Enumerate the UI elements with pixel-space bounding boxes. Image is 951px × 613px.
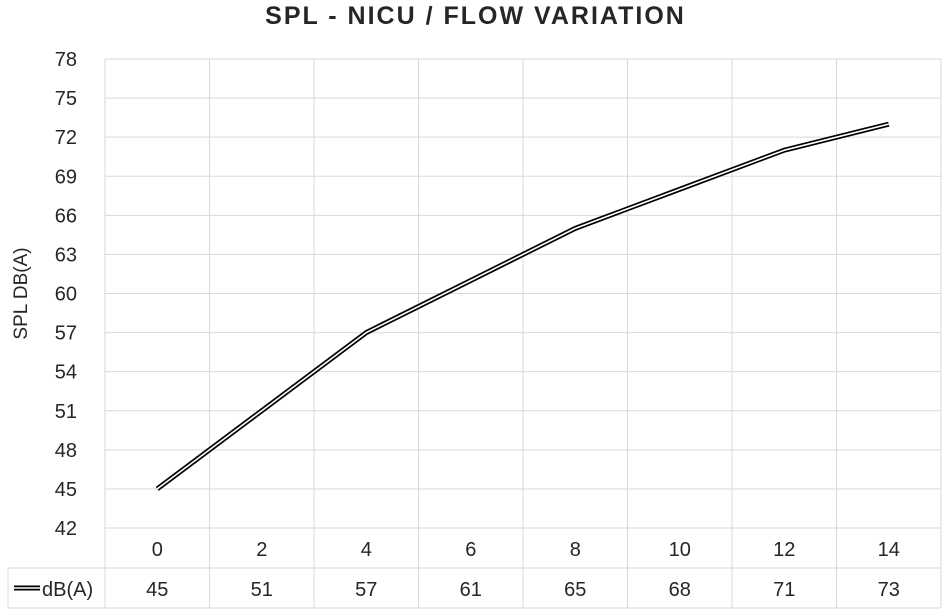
- table-value: 57: [355, 579, 377, 601]
- y-tick-label: 45: [55, 479, 77, 501]
- legend-label: dB(A): [42, 579, 93, 601]
- x-tick-label: 14: [878, 539, 900, 561]
- x-tick-label: 10: [669, 539, 691, 561]
- y-tick-label: 63: [55, 244, 77, 266]
- y-axis-title: SPL DB(A): [11, 247, 32, 339]
- chart-title: SPL - NICU / FLOW VARIATION: [265, 2, 686, 30]
- table-value: 71: [773, 579, 795, 601]
- x-tick-label: 0: [152, 539, 163, 561]
- table-value: 68: [669, 579, 691, 601]
- y-tick-label: 75: [55, 88, 77, 110]
- table-value: 65: [564, 579, 586, 601]
- y-tick-label: 57: [55, 323, 77, 345]
- y-tick-label: 72: [55, 127, 77, 149]
- x-tick-label: 8: [570, 539, 581, 561]
- y-tick-label: 69: [55, 166, 77, 188]
- y-tick-label: 48: [55, 440, 77, 462]
- y-tick-label: 78: [55, 49, 77, 71]
- table-value: 51: [251, 579, 273, 601]
- y-tick-label: 66: [55, 205, 77, 227]
- x-tick-label: 12: [773, 539, 795, 561]
- table-value: 45: [146, 579, 168, 601]
- y-tick-label: 60: [55, 284, 77, 306]
- table-value: 61: [460, 579, 482, 601]
- y-tick-label: 54: [55, 362, 77, 384]
- x-tick-label: 2: [256, 539, 267, 561]
- y-tick-label: 42: [55, 518, 77, 540]
- y-tick-label: 51: [55, 401, 77, 423]
- table-value: 73: [878, 579, 900, 601]
- x-tick-label: 4: [361, 539, 372, 561]
- x-tick-label: 6: [465, 539, 476, 561]
- series-line-inner: [156, 123, 889, 490]
